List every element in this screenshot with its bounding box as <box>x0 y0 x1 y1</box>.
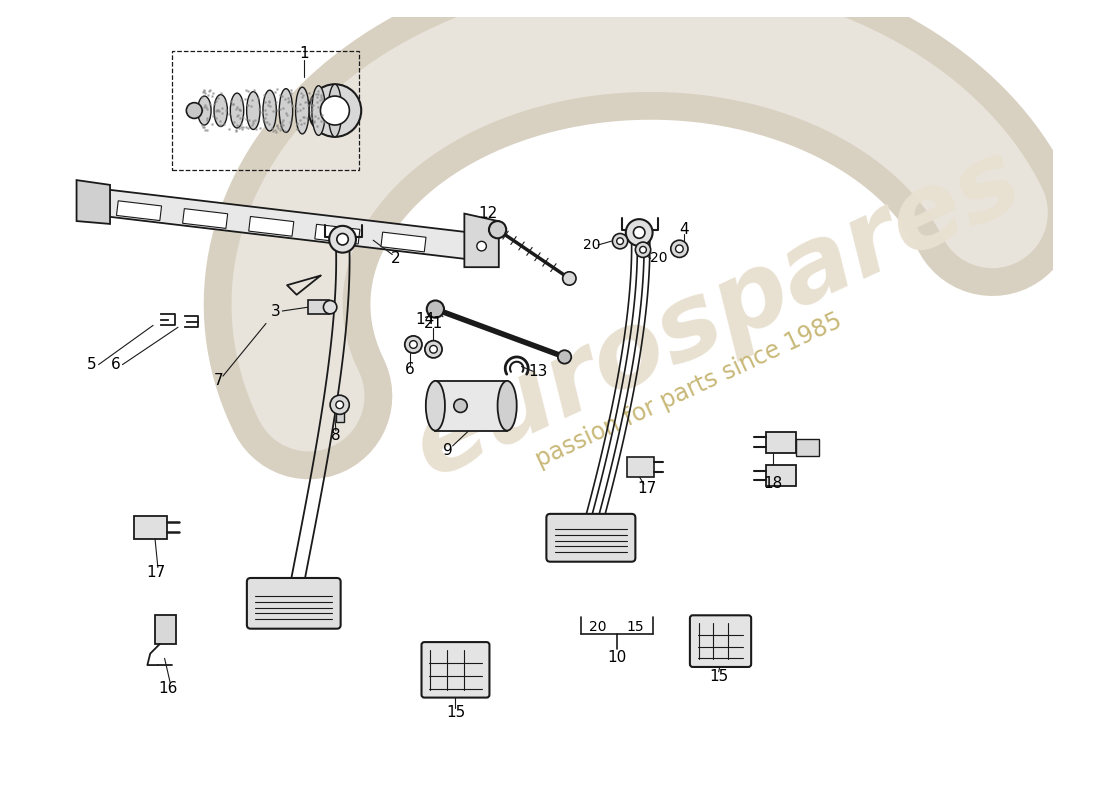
Circle shape <box>323 301 337 314</box>
Ellipse shape <box>263 90 276 131</box>
Bar <box>308 301 329 314</box>
Circle shape <box>634 227 645 238</box>
Circle shape <box>636 242 651 258</box>
Text: 20: 20 <box>650 251 667 266</box>
Text: 20: 20 <box>590 620 607 634</box>
Ellipse shape <box>279 89 293 133</box>
Circle shape <box>409 341 417 348</box>
Bar <box>766 465 796 486</box>
Circle shape <box>186 102 202 118</box>
FancyBboxPatch shape <box>246 578 341 629</box>
Ellipse shape <box>230 93 244 128</box>
Circle shape <box>613 234 628 249</box>
Bar <box>336 408 343 422</box>
Text: 5: 5 <box>87 357 97 372</box>
Circle shape <box>675 245 683 253</box>
Circle shape <box>476 242 486 251</box>
Bar <box>315 224 360 244</box>
Circle shape <box>329 226 356 253</box>
Circle shape <box>309 84 361 137</box>
Text: 12: 12 <box>478 206 497 221</box>
Text: 10: 10 <box>607 650 627 665</box>
Circle shape <box>430 346 438 353</box>
FancyBboxPatch shape <box>547 514 636 562</box>
Circle shape <box>626 219 652 246</box>
Ellipse shape <box>198 96 211 125</box>
Text: 8: 8 <box>331 428 341 443</box>
Bar <box>436 381 507 430</box>
Text: 17: 17 <box>146 565 166 580</box>
Ellipse shape <box>214 94 228 126</box>
Circle shape <box>671 240 688 258</box>
Bar <box>766 431 796 453</box>
Circle shape <box>336 401 343 409</box>
Circle shape <box>337 234 349 245</box>
Bar <box>381 232 426 252</box>
Circle shape <box>558 350 571 364</box>
Bar <box>183 209 228 229</box>
Circle shape <box>405 336 422 353</box>
Text: 13: 13 <box>528 364 548 378</box>
Text: eurospares: eurospares <box>398 129 1037 498</box>
Ellipse shape <box>497 381 517 430</box>
Circle shape <box>640 246 647 253</box>
Text: 9: 9 <box>443 443 453 458</box>
Circle shape <box>454 399 467 413</box>
Circle shape <box>617 238 624 245</box>
Text: 4: 4 <box>680 222 689 237</box>
Circle shape <box>490 221 506 238</box>
Ellipse shape <box>312 86 326 135</box>
Text: 14: 14 <box>415 312 434 327</box>
Text: 3: 3 <box>271 303 281 318</box>
Polygon shape <box>77 180 110 224</box>
Ellipse shape <box>328 84 342 137</box>
FancyBboxPatch shape <box>690 615 751 667</box>
Ellipse shape <box>246 92 260 130</box>
Text: 18: 18 <box>763 476 783 490</box>
Bar <box>249 217 294 236</box>
Text: 16: 16 <box>158 681 178 695</box>
Text: 17: 17 <box>637 481 657 495</box>
Circle shape <box>427 301 444 318</box>
FancyBboxPatch shape <box>421 642 490 698</box>
Text: passion for parts since 1985: passion for parts since 1985 <box>532 309 846 472</box>
Text: 15: 15 <box>710 669 728 684</box>
Ellipse shape <box>296 87 309 134</box>
Bar <box>173 50 359 170</box>
Ellipse shape <box>426 381 444 430</box>
Bar <box>117 201 162 221</box>
Circle shape <box>425 341 442 358</box>
Text: 1: 1 <box>299 46 309 61</box>
Text: 21: 21 <box>424 316 443 331</box>
Circle shape <box>330 395 350 414</box>
Text: 20: 20 <box>583 238 601 252</box>
Text: 6: 6 <box>111 357 121 372</box>
Circle shape <box>320 96 350 125</box>
Polygon shape <box>106 190 472 259</box>
Bar <box>796 439 820 457</box>
Text: 2: 2 <box>392 251 402 266</box>
Text: 7: 7 <box>213 374 223 388</box>
Text: 15: 15 <box>627 620 645 634</box>
Text: 15: 15 <box>446 706 465 720</box>
Circle shape <box>562 272 576 285</box>
Bar <box>627 458 653 477</box>
Text: 6: 6 <box>405 362 415 377</box>
Polygon shape <box>464 214 498 267</box>
Bar <box>155 615 176 644</box>
Bar <box>134 516 167 538</box>
